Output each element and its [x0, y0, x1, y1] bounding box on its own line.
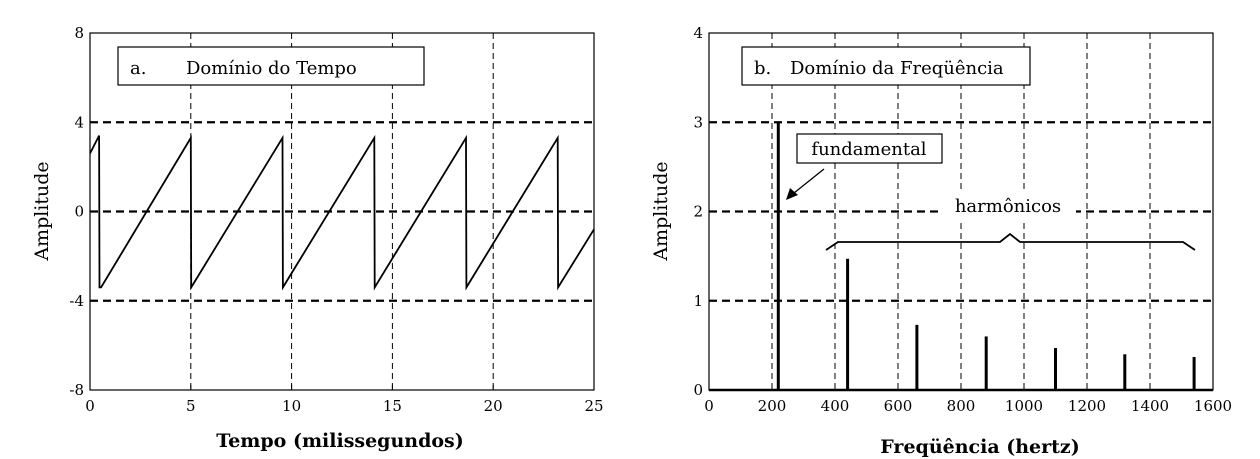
chart-a-xtick-label: 15: [383, 397, 402, 415]
chart-b-xtick-label: 1600: [1194, 397, 1232, 415]
chart-b-xtick-label: 1400: [1131, 397, 1169, 415]
chart-b-xtick-label: 0: [704, 397, 714, 415]
harmonics-label-bg: [940, 190, 1076, 220]
chart-a-xtick-label: 5: [186, 397, 196, 415]
chart-a-xtick-label: 10: [282, 397, 301, 415]
chart-b-ytick-label: 4: [693, 24, 703, 42]
chart-a-ytick-label: -4: [69, 292, 84, 310]
chart-b-panel-label: b.: [754, 58, 771, 79]
chart-b-title-box: [741, 46, 1031, 86]
chart-a-ticks: 0 5 10 15 20 25 -8 -4 0 4 8: [69, 24, 603, 415]
chart-a-ylabel: Amplitude: [31, 161, 53, 261]
chart-b-xtick-label: 600: [884, 397, 913, 415]
chart-b-ylabel: Amplitude: [650, 161, 672, 261]
chart-a-title-box: [117, 46, 425, 86]
chart-b-xtick-label: 1000: [1005, 397, 1043, 415]
fundamental-label: fundamental: [811, 139, 926, 160]
chart-a-ytick-label: 0: [74, 203, 84, 221]
chart-b-ytick-label: 3: [693, 113, 703, 131]
chart-a-title: Domínio do Tempo: [186, 58, 357, 79]
chart-a-xtick-label: 25: [584, 397, 603, 415]
harmonics-brace: [825, 232, 1196, 251]
chart-b-ytick-label: 1: [693, 292, 703, 310]
chart-b-xtick-label: 800: [947, 397, 976, 415]
fundamental-arrow: [786, 168, 825, 200]
chart-a-grid: [90, 33, 594, 390]
chart-b-title: Domínio da Freqüência: [790, 58, 1004, 79]
chart-b-xtick-label: 200: [758, 397, 787, 415]
chart-a-ytick-label: 8: [74, 24, 84, 42]
chart-a-xlabel: Tempo (milissegundos): [216, 430, 464, 452]
sawtooth-waveform-line: [89, 134, 595, 291]
chart-a-xtick-label: 0: [85, 397, 95, 415]
chart-b-ytick-label: 0: [693, 381, 703, 399]
time-domain-chart: 0 5 10 15 20 25 -8 -4 0 4 8 a. Domínio do Tempo Te…: [31, 24, 604, 452]
chart-a-series: [89, 134, 595, 291]
chart-a-ytick-label: 4: [74, 113, 84, 131]
fundamental-label-box: [796, 133, 943, 164]
chart-b-ytick-label: 2: [693, 203, 703, 221]
harmonics-label: harmônicos: [955, 196, 1061, 217]
chart-a-panel-label: a.: [130, 58, 146, 79]
chart-a-xtick-label: 20: [484, 397, 503, 415]
chart-b-xtick-label: 1200: [1068, 397, 1106, 415]
chart-b-ticks: 0 200 400 600 800 1000 1200 1400 1600 0 1 2 3 4: [693, 24, 1232, 415]
chart-b-xlabel: Freqüência (hertz): [880, 436, 1079, 458]
chart-b-xtick-label: 400: [821, 397, 850, 415]
chart-a-ytick-label: -8: [69, 381, 84, 399]
frequency-domain-chart: 0 200 400 600 800 1000 1200 1400 1600 0 1 2 3 4 b. Do…: [650, 24, 1232, 458]
chart-b-series: [709, 122, 1213, 392]
